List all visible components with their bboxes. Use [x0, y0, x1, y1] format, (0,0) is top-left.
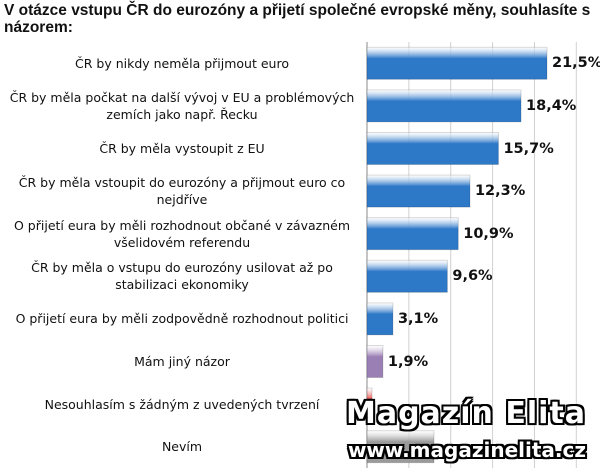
value-label: 12,3%: [474, 183, 526, 200]
value-label: 15,7%: [503, 140, 554, 157]
category-label: Mám jiný názor: [134, 353, 230, 369]
bar: [366, 46, 548, 80]
bar: [366, 259, 448, 293]
bar: [366, 345, 384, 378]
bar: [366, 302, 394, 336]
category-label: ČR by nikdy neměla přijmout euro: [75, 55, 289, 71]
bar: [366, 217, 459, 251]
category-label: ČR by měla vstoupit do eurozóny a přijmo…: [18, 175, 346, 208]
category-label: O přijetí eura by měli zodpovědně rozhod…: [15, 311, 349, 327]
category-label: ČR by měla počkat na další vývoj v EU a …: [9, 89, 355, 122]
category-label: O přijetí eura by měli rozhodnout občané…: [14, 217, 350, 250]
value-label: 21,5%: [552, 55, 600, 72]
value-label: 9,6%: [452, 268, 493, 285]
bar: [366, 387, 373, 421]
watermark-title: Magazín Elita: [345, 396, 586, 431]
bar: [366, 174, 471, 208]
value-label: 18,4%: [526, 97, 577, 114]
category-label: Nesouhlasím s žádným z uvedených tvrzení: [44, 396, 320, 412]
bar: [366, 132, 499, 165]
bar: [366, 430, 435, 464]
watermark-url: www.magazinelita.cz: [347, 438, 586, 462]
bar: [366, 89, 522, 123]
value-label: 3,1%: [397, 310, 439, 327]
category-label: ČR by měla vystoupit z EU: [99, 140, 265, 156]
value-label: 1,9%: [387, 353, 429, 370]
category-label: Nevím: [161, 439, 203, 455]
value-label: 10,9%: [463, 225, 514, 242]
chart-title: V otázce vstupu ČR do eurozóny a přijetí…: [4, 2, 591, 36]
category-label: ČR by měla o vstupu do eurozóny usilovat…: [31, 260, 333, 293]
